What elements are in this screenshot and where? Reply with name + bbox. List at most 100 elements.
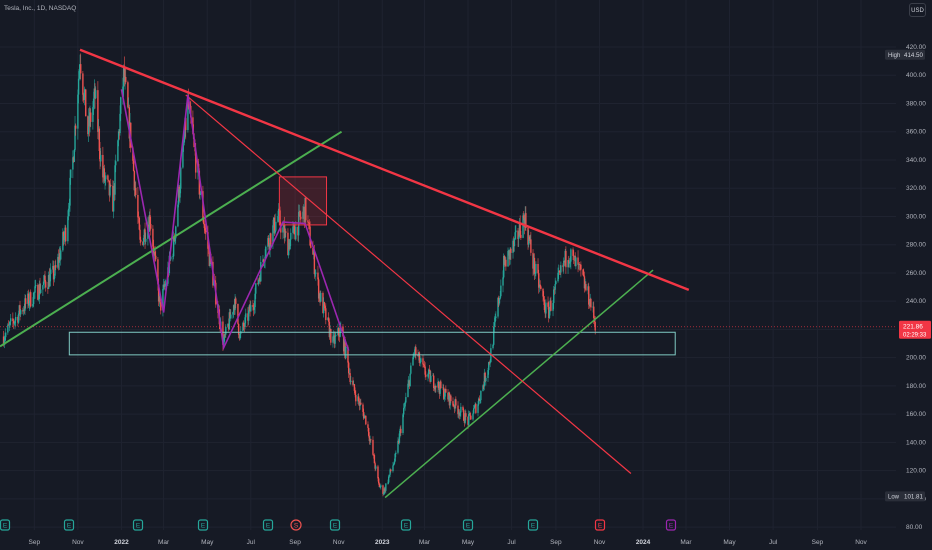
candle-body (583, 274, 585, 277)
candle-body (585, 284, 587, 291)
candle-body (380, 485, 382, 487)
candle-body (568, 262, 571, 264)
candle-body (134, 187, 136, 191)
candle-body (284, 231, 286, 239)
candle-body (363, 415, 366, 419)
time-axis-background (0, 530, 932, 550)
candle-body (425, 374, 427, 377)
candle-body (378, 483, 381, 488)
candle-body (574, 255, 576, 267)
split-marker[interactable]: S (290, 519, 302, 531)
chart-drawings[interactable] (0, 48, 690, 499)
earnings-marker[interactable]: E (665, 519, 677, 531)
candle-body (162, 288, 164, 311)
candle-body (543, 299, 546, 310)
resistance-box[interactable] (278, 176, 328, 226)
candle-body (198, 170, 201, 195)
earnings-marker[interactable]: E (400, 519, 412, 531)
candle-body (553, 289, 555, 304)
candle-body (317, 279, 320, 299)
earnings-marker[interactable]: E (527, 519, 539, 531)
candle-body (594, 322, 596, 331)
candle-body (107, 175, 109, 180)
candle-body (92, 107, 94, 122)
earnings-marker[interactable]: E (594, 519, 606, 531)
candle-body (114, 165, 116, 195)
rising-trendline-2023[interactable] (384, 269, 654, 499)
price-tick-label: 180.00 (906, 383, 926, 390)
candle-body (467, 416, 469, 425)
candle-body (452, 401, 454, 406)
candle-body (17, 317, 19, 323)
candle-body (273, 217, 276, 234)
earnings-marker[interactable]: E (462, 519, 474, 531)
candle-body (393, 461, 396, 464)
candle-body (49, 274, 51, 287)
candle-body (323, 302, 326, 307)
candle-body (554, 284, 556, 290)
candle-body (5, 332, 7, 338)
event-marker-label: E (531, 523, 536, 530)
candle-body (230, 314, 232, 319)
candle-body (513, 240, 515, 247)
candle-body (320, 292, 322, 302)
currency-button[interactable]: USD (909, 3, 926, 17)
time-axis[interactable]: Sep Nov 2022 Mar May Jul Sep Nov 2023 Mar May Jul Se… (0, 530, 932, 550)
candle-body (558, 270, 560, 273)
earnings-marker[interactable]: E (132, 519, 144, 531)
split-marker-circle (290, 519, 302, 531)
earnings-marker-box (132, 519, 144, 531)
candle-body (17, 313, 20, 323)
earnings-marker[interactable]: E (0, 519, 11, 531)
candle-body (428, 369, 430, 375)
candle-body (535, 264, 537, 274)
candle-body (544, 309, 546, 314)
candle-body (4, 337, 6, 341)
high-badge-box (885, 49, 925, 60)
candle-body (315, 272, 317, 274)
price-axis[interactable]: 80.00100.00120.00140.00160.00180.00200.0… (896, 0, 932, 550)
candle-body (369, 439, 371, 442)
candle-body (99, 151, 101, 162)
candle-body (395, 452, 397, 454)
candle-body (19, 305, 21, 315)
candle-body (415, 347, 417, 355)
rising-trendline-2021[interactable] (0, 130, 343, 348)
candle-body (492, 344, 494, 349)
candle-body (285, 231, 287, 233)
candle-body (229, 312, 231, 319)
earnings-marker[interactable]: E (197, 519, 209, 531)
symbol-header: Tesla, Inc., 1D, NASDAQ (4, 5, 77, 12)
descending-trendline-inner[interactable] (185, 94, 632, 474)
earnings-marker[interactable]: E (262, 519, 274, 531)
candle-body (108, 180, 111, 196)
candle-body (150, 224, 152, 229)
price-tick-label: 140.00 (906, 439, 926, 446)
candle-body (280, 225, 282, 233)
candle-body (157, 284, 160, 302)
earnings-marker[interactable]: E (63, 519, 75, 531)
candle-body (312, 251, 315, 255)
candle-body (524, 213, 526, 228)
earnings-marker[interactable]: E (329, 519, 341, 531)
candle-body (60, 250, 62, 260)
candle-body (582, 269, 584, 275)
candle-body (232, 312, 234, 315)
candle-body (119, 113, 121, 134)
candle-body (127, 82, 129, 108)
candle-body (352, 384, 355, 385)
candle-body (249, 305, 251, 312)
candle-body (268, 244, 271, 250)
high-badge-label: High (888, 53, 900, 59)
descending-resistance-trendline[interactable] (79, 48, 690, 292)
candle-body (75, 125, 77, 129)
candle-body (104, 179, 106, 182)
candle-body (534, 273, 536, 275)
price-tick-label: 240.00 (906, 298, 926, 305)
candle-body (353, 384, 356, 391)
support-zone-rectangle[interactable] (68, 331, 676, 356)
zigzag-pattern[interactable] (120, 89, 350, 351)
candle-body (310, 245, 312, 248)
